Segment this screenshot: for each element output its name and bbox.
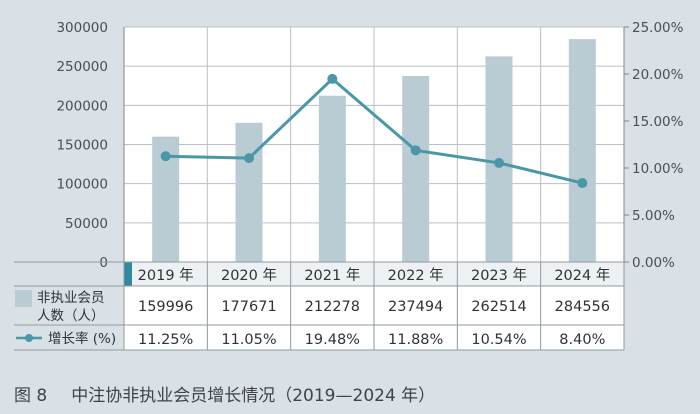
category-label: 2023 年 [471, 267, 527, 284]
category-label: 2022 年 [388, 267, 444, 284]
category-label: 2021 年 [304, 267, 360, 284]
growth-value-label: 11.05% [221, 332, 276, 348]
table-header-row [130, 262, 624, 286]
bar-legend-label: 人数（人） [37, 308, 105, 324]
bars [152, 39, 596, 263]
line-legend-label: 增长率 (%) [48, 330, 116, 347]
bar [402, 75, 430, 262]
bar-legend-label: 非执业会员 [37, 290, 105, 306]
bar-value-label: 237494 [388, 299, 443, 315]
bar-value-label: 212278 [305, 299, 360, 315]
right-tick-label: 20.00% [632, 67, 684, 83]
growth-rate-line [165, 76, 583, 185]
right-tick-label: 0.00% [632, 255, 675, 271]
data-point [244, 153, 254, 164]
bar-value-label: 159996 [138, 299, 193, 315]
right-tick-label: 10.00% [632, 161, 684, 177]
figure-number: 图 8 [14, 386, 48, 406]
data-point [410, 145, 421, 156]
left-tick-label: 250000 [56, 59, 108, 75]
category-label: 2020 年 [221, 267, 277, 284]
data-point [494, 157, 504, 168]
right-tick-label: 5.00% [632, 208, 675, 224]
right-tick-label: 25.00% [632, 20, 684, 36]
bar-value-label: 284556 [555, 299, 610, 315]
growth-value-label: 8.40% [559, 332, 605, 348]
figure-title: 中注协非执业会员增长情况（2019—2024 年） [71, 386, 436, 406]
growth-line [160, 73, 588, 189]
category-label: 2019 年 [138, 267, 194, 284]
left-tick-label: 50000 [65, 216, 108, 232]
bar-value-label: 262514 [471, 299, 526, 315]
left-tick-label: 150000 [56, 138, 108, 154]
data-point [327, 73, 338, 84]
bar [318, 95, 346, 262]
growth-value-label: 19.48% [305, 332, 360, 348]
figure-caption: 图 8 中注协非执业会员增长情况（2019—2024 年） [14, 381, 435, 406]
bar-legend-swatch [15, 290, 32, 307]
growth-value-label: 10.54% [471, 332, 526, 348]
axes: 0 50000 100000 150000 200000 250000 300000 0.00… [56, 20, 683, 271]
left-tick-label: 300000 [56, 20, 108, 36]
data-table: 2019 年 2020 年 2021 年 2022 年 2023 年 2024 年 1599… [14, 261, 625, 351]
bar-value-label: 177671 [221, 299, 276, 315]
right-tick-label: 15.00% [632, 114, 684, 130]
line-legend-marker [25, 334, 33, 342]
grid-lines [124, 26, 624, 262]
bar [235, 122, 263, 262]
left-tick-label: 100000 [56, 177, 108, 193]
bar [568, 39, 596, 262]
data-point [160, 151, 171, 162]
category-label: 2024 年 [554, 267, 610, 284]
left-tick-label: 0 [99, 255, 108, 271]
table-accent-stripe [124, 262, 132, 286]
growth-value-label: 11.88% [388, 332, 443, 348]
data-point [577, 178, 588, 189]
growth-value-label: 11.25% [138, 332, 193, 348]
left-tick-label: 200000 [56, 98, 108, 114]
